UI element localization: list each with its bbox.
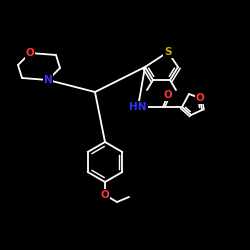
Text: O: O [100,190,110,200]
Text: HN: HN [129,102,147,112]
Text: O: O [26,48,34,58]
Text: S: S [164,47,172,57]
Text: O: O [196,93,204,103]
Text: O: O [164,90,172,100]
Text: N: N [44,75,52,85]
